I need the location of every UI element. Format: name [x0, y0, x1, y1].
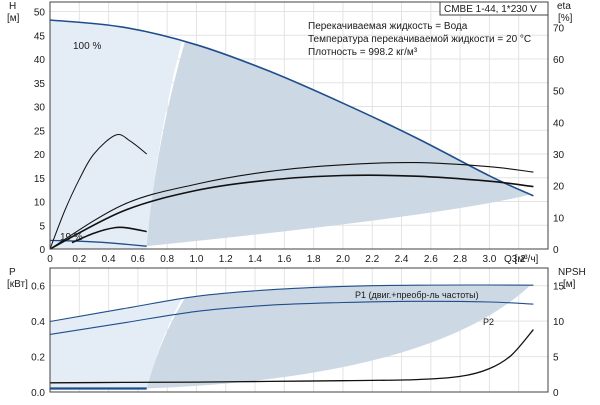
h-tick-label-5: 25 — [34, 126, 46, 137]
label-p2: P2 — [483, 317, 494, 327]
npsh-tick-label-3: 15 — [553, 282, 565, 293]
region-operating-top — [146, 41, 531, 247]
h-tick-label-0: 0 — [39, 245, 45, 256]
curve-bottom-series-1 — [49, 300, 534, 335]
info-line-temperature: Температура перекачиваемой жидкости = 20… — [308, 34, 531, 45]
model-box — [439, 1, 549, 16]
eta-tick-label-0: 0 — [553, 245, 559, 256]
x-tick-label-16: 3.2 — [512, 254, 526, 265]
tick-labels: 0 0.2 0.4 0.6 0.8 1.0 1.2 1.4 1.6 1.8 2.0 2.2 2.4 2.6… — [31, 8, 564, 400]
x-tick-label-10: 2.0 — [336, 254, 350, 265]
curve-top-max — [49, 19, 534, 197]
curve-top-eta-min — [71, 226, 147, 244]
h-tick-label-8: 40 — [34, 55, 46, 66]
bottom-plot-frame — [49, 267, 549, 393]
x-tick-label-9: 1.8 — [307, 254, 321, 265]
h-tick-label-2: 10 — [34, 198, 46, 209]
h-tick-label-9: 45 — [34, 31, 46, 42]
p-tick-label-2: 0.4 — [31, 317, 45, 328]
x-tick-label-0: 0 — [47, 254, 53, 265]
x-tick-label-13: 2.6 — [424, 254, 438, 265]
eta-tick-label-3: 30 — [553, 150, 565, 161]
p-axis-unit: [кВт] — [7, 279, 28, 290]
x-tick-label-12: 2.4 — [395, 254, 409, 265]
eta-tick-label-1: 10 — [553, 213, 565, 224]
p-tick-label-3: 0.6 — [31, 282, 45, 293]
x-tick-label-2: 0.4 — [102, 254, 116, 265]
label-p1: P1 (двиг.+преобр-ль частоты) — [355, 290, 479, 300]
p-tick-label-0: 0.0 — [31, 388, 45, 399]
h-axis-symbol: H — [9, 1, 16, 12]
eta-axis-unit: [%] — [558, 13, 573, 24]
curves — [49, 19, 534, 390]
x-tick-label-3: 0.6 — [131, 254, 145, 265]
model-label: CMBE 1-44, 1*230 V — [444, 4, 537, 15]
eta-tick-label-4: 40 — [553, 118, 565, 129]
eta-axis-symbol: eta — [557, 1, 571, 12]
curve-top-eta — [49, 134, 148, 250]
info-line-density: Плотность = 998.2 кг/м³ — [308, 47, 418, 58]
x-tick-label-14: 2.8 — [453, 254, 467, 265]
eta-tick-label-6: 60 — [553, 55, 565, 66]
operating-regions — [50, 20, 531, 392]
h-axis-unit: [м] — [7, 13, 20, 24]
label-100-percent: 100 % — [73, 41, 101, 52]
x-tick-label-6: 1.2 — [219, 254, 233, 265]
curve-bottom-series-0 — [49, 284, 534, 323]
h-tick-label-3: 15 — [34, 174, 46, 185]
eta-tick-label-7: 70 — [553, 23, 565, 34]
npsh-axis-unit: [м] — [563, 279, 576, 290]
top-plot-frame — [49, 1, 549, 250]
x-tick-label-15: 3.0 — [482, 254, 496, 265]
p-tick-label-1: 0.2 — [31, 353, 45, 364]
npsh-tick-label-2: 10 — [553, 317, 565, 328]
region-light-bottom — [50, 298, 182, 392]
h-tick-label-1: 5 — [39, 221, 45, 232]
x-tick-label-1: 0.2 — [72, 254, 86, 265]
x-tick-label-7: 1.4 — [248, 254, 262, 265]
info-line-liquid: Перекачиваемая жидкость = Вода — [308, 21, 468, 32]
curve-top-eta-max-inner — [49, 174, 534, 250]
curve-bottom-npsh — [49, 329, 534, 384]
eta-tick-label-5: 50 — [553, 87, 565, 98]
label-19-percent: 19 % — [60, 232, 83, 243]
region-operating-bottom — [146, 285, 531, 389]
npsh-axis-symbol: NPSH — [558, 267, 586, 278]
h-tick-label-6: 30 — [34, 103, 46, 114]
h-tick-label-7: 35 — [34, 79, 46, 90]
p-axis-symbol: P — [9, 267, 16, 278]
x-tick-label-8: 1.6 — [277, 254, 291, 265]
h-tick-label-10: 50 — [34, 8, 46, 19]
eta-tick-label-2: 20 — [553, 182, 565, 193]
x-tick-label-4: 0.8 — [160, 254, 174, 265]
npsh-tick-label-0: 0 — [553, 388, 559, 399]
npsh-tick-label-1: 5 — [553, 353, 559, 364]
x-tick-label-11: 2.2 — [365, 254, 379, 265]
x-tick-label-5: 1.0 — [190, 254, 204, 265]
q-axis-label: Q [м³/ч] — [504, 254, 539, 265]
h-tick-label-4: 20 — [34, 150, 46, 161]
curve-top-eta-max — [49, 161, 534, 250]
